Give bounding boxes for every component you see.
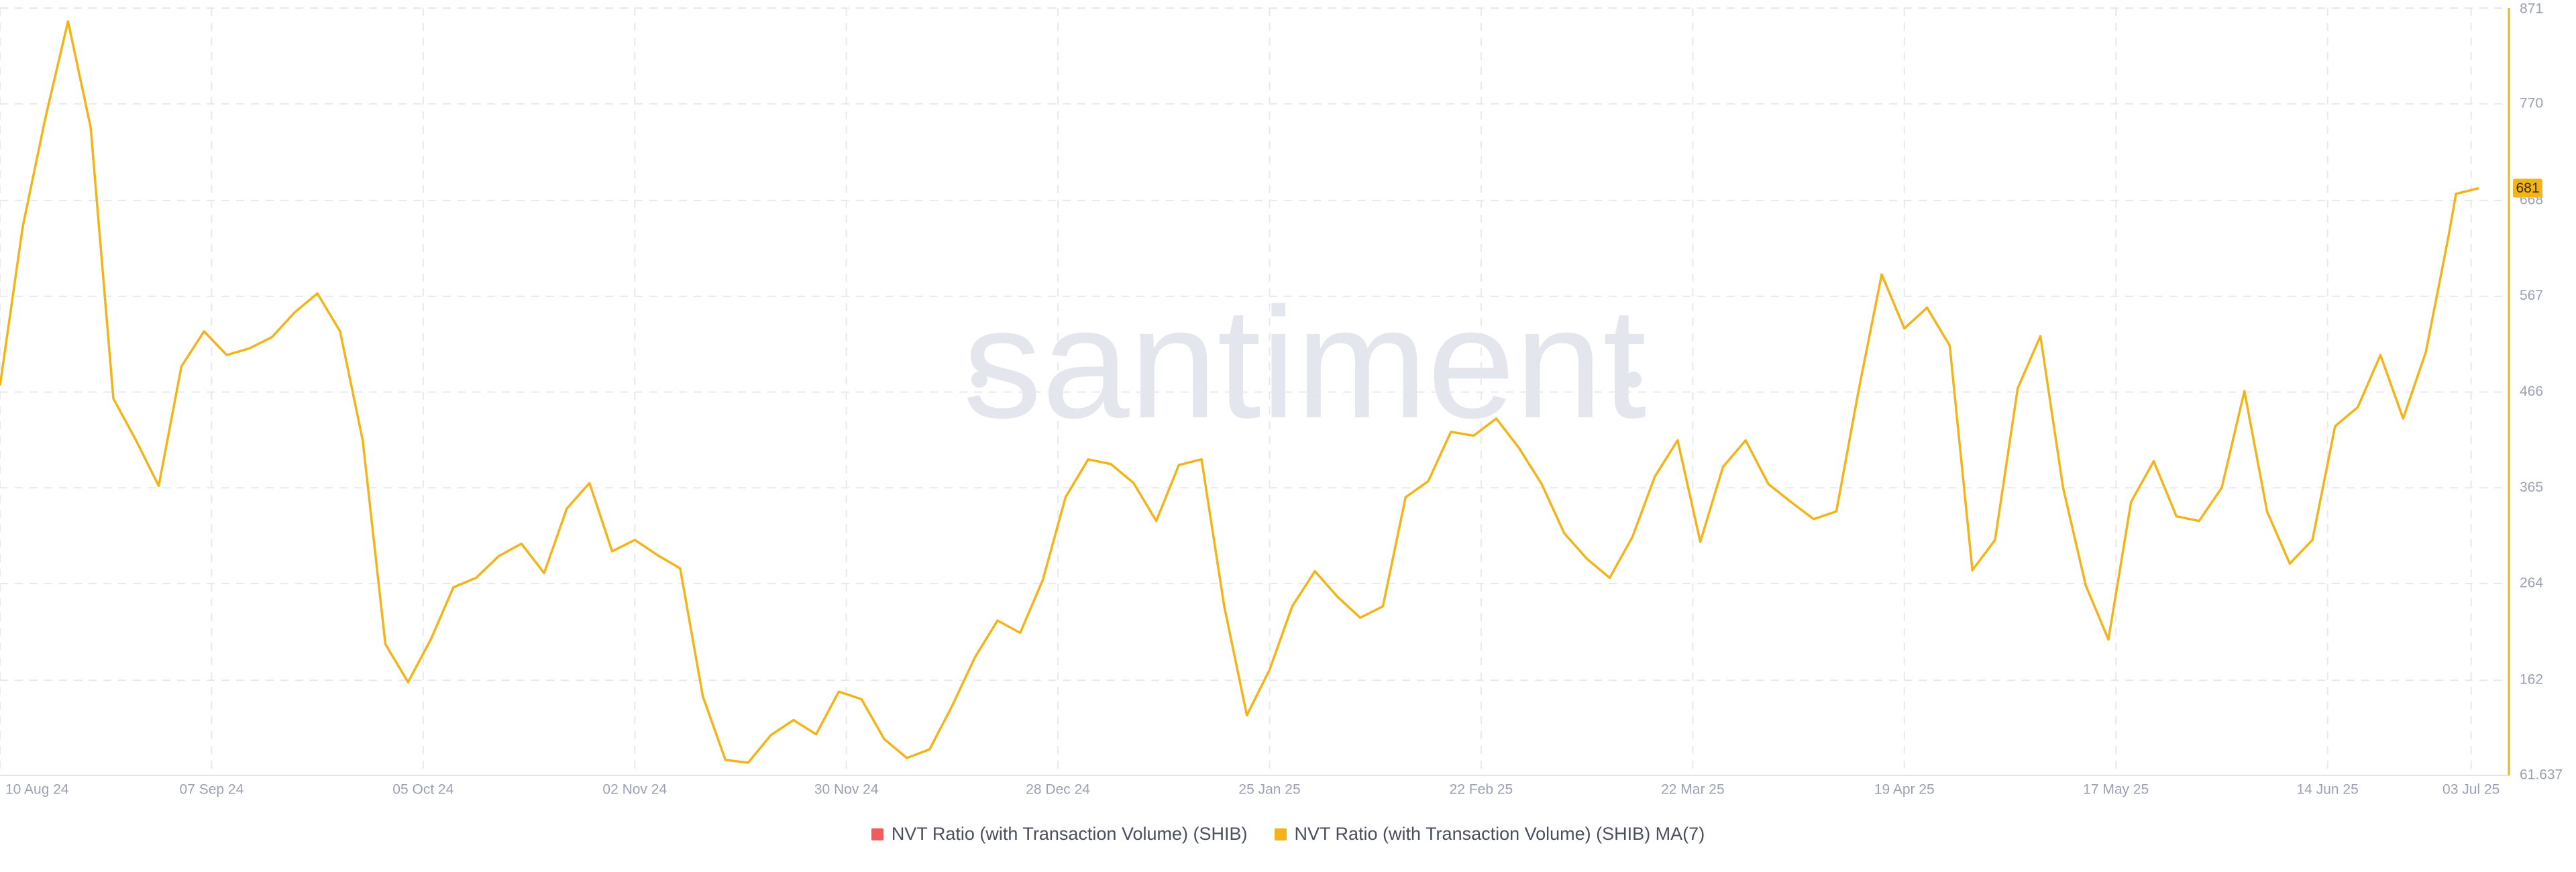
- x-tick-label: 22 Feb 25: [1450, 782, 1513, 798]
- x-tick-label: 14 Jun 25: [2297, 782, 2359, 798]
- y-tick-label: 61.637: [2520, 767, 2563, 783]
- x-tick-label: 07 Sep 24: [180, 782, 244, 798]
- y-tick-label: 871: [2520, 1, 2543, 17]
- legend-label: NVT Ratio (with Transaction Volume) (SHI…: [891, 824, 1248, 844]
- x-tick-label: 22 Mar 25: [1661, 782, 1725, 798]
- y-tick-label: 162: [2520, 672, 2543, 688]
- legend-item[interactable]: NVT Ratio (with Transaction Volume) (SHI…: [871, 824, 1248, 844]
- last-value-badge: 681: [2513, 178, 2542, 198]
- x-tick-label: 19 Apr 25: [1874, 782, 1935, 798]
- legend: NVT Ratio (with Transaction Volume) (SHI…: [0, 824, 2576, 844]
- legend-swatch: [1274, 828, 1287, 840]
- x-tick-label: 02 Nov 24: [602, 782, 667, 798]
- x-tick-label: 25 Jan 25: [1238, 782, 1300, 798]
- badge-bg: [2513, 178, 2542, 198]
- y-tick-label: 770: [2520, 95, 2543, 111]
- watermark: santiment: [963, 274, 1647, 451]
- y-tick-label: 264: [2520, 576, 2543, 591]
- x-tick-label: 28 Dec 24: [1026, 782, 1090, 798]
- watermark-dot: [1625, 372, 1642, 388]
- y-tick-label: 567: [2520, 288, 2543, 303]
- x-tick-label: 10 Aug 24: [5, 782, 69, 798]
- x-tick-label: 17 May 25: [2083, 782, 2149, 798]
- watermark-dot: [971, 372, 987, 388]
- y-tick-label: 365: [2520, 480, 2543, 495]
- y-tick-label: 466: [2520, 384, 2543, 399]
- last-value-label: 681: [2516, 180, 2539, 196]
- legend-swatch: [871, 828, 883, 840]
- legend-item[interactable]: NVT Ratio (with Transaction Volume) (SHI…: [1274, 824, 1705, 844]
- series-line: [0, 20, 2479, 764]
- x-tick-label: 03 Jul 25: [2443, 782, 2500, 798]
- x-tick-label: 30 Nov 24: [814, 782, 879, 798]
- chart: santiment 61.637162264365466567668770871…: [0, 1, 2563, 798]
- legend-label: NVT Ratio (with Transaction Volume) (SHI…: [1294, 824, 1705, 844]
- x-tick-label: 05 Oct 24: [392, 782, 453, 798]
